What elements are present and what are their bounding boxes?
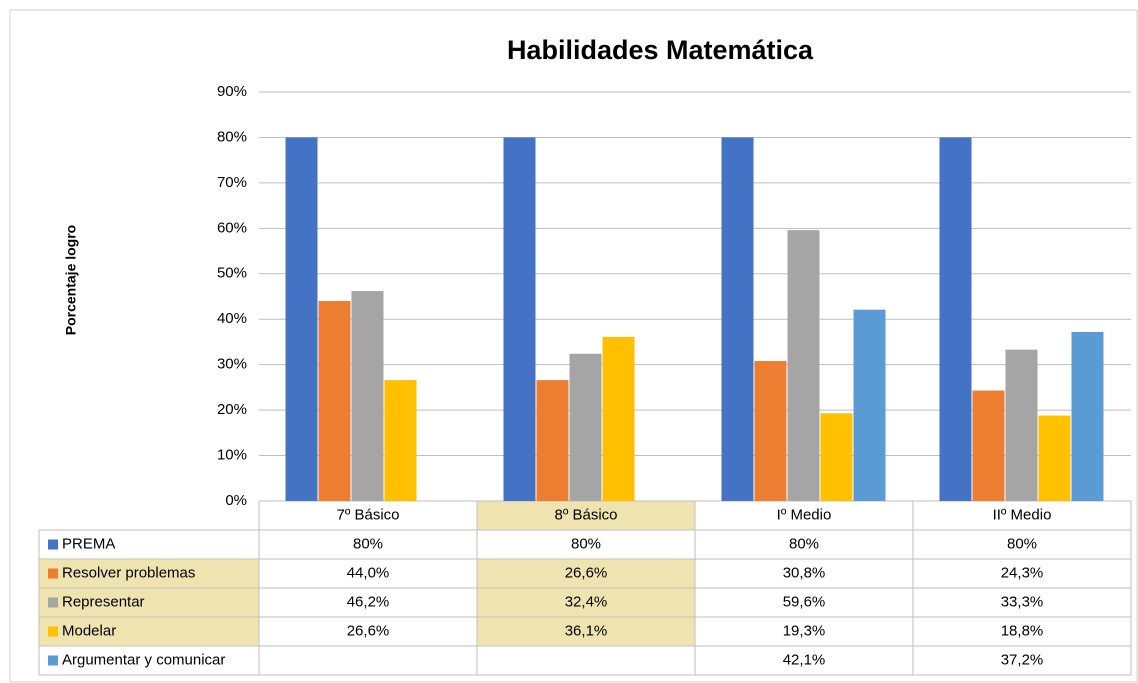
bar xyxy=(351,291,384,501)
value-label: 24,3% xyxy=(1001,564,1044,581)
category-label: IIº Medio xyxy=(993,506,1052,523)
bar xyxy=(384,380,417,501)
highlight-cell xyxy=(39,559,259,588)
highlight-cell xyxy=(477,501,695,530)
value-label: 44,0% xyxy=(347,564,390,581)
chart-frame xyxy=(9,9,1138,683)
legend-swatch xyxy=(48,655,58,666)
highlight-cell xyxy=(477,617,695,646)
value-label: 30,8% xyxy=(783,564,826,581)
category-label: 7º Básico xyxy=(336,506,399,523)
value-label: 46,2% xyxy=(347,593,390,610)
value-label: 80% xyxy=(353,535,383,552)
legend-swatch xyxy=(48,626,58,637)
bar xyxy=(939,137,972,501)
value-label: 26,6% xyxy=(347,622,390,639)
y-tick-label: 40% xyxy=(217,310,247,327)
bar xyxy=(602,336,635,501)
y-tick-label: 90% xyxy=(217,83,247,100)
y-tick-label: 80% xyxy=(217,128,247,145)
value-label: 59,6% xyxy=(783,593,826,610)
bar xyxy=(972,390,1005,501)
chart-title: Habilidades Matemática xyxy=(507,35,814,65)
value-label: 18,8% xyxy=(1001,622,1044,639)
bar xyxy=(820,413,853,501)
y-tick-label: 10% xyxy=(217,447,247,464)
value-label: 80% xyxy=(789,535,819,552)
value-label: 19,3% xyxy=(783,622,826,639)
bar xyxy=(754,361,787,501)
legend-swatch xyxy=(48,568,58,579)
bar xyxy=(1038,415,1071,501)
y-tick-label: 0% xyxy=(225,492,247,509)
category-label: 8º Básico xyxy=(554,506,617,523)
bar xyxy=(1071,331,1104,501)
y-tick-label: 50% xyxy=(217,265,247,282)
highlight-cell xyxy=(39,588,259,617)
value-label: 42,1% xyxy=(783,651,826,668)
value-label: 37,2% xyxy=(1001,651,1044,668)
value-label: 32,4% xyxy=(565,593,608,610)
bar xyxy=(787,230,820,501)
bar xyxy=(318,301,351,501)
legend-label: Argumentar y comunicar xyxy=(62,651,225,668)
value-label: 80% xyxy=(1007,535,1037,552)
value-label: 36,1% xyxy=(565,622,608,639)
bar xyxy=(569,353,602,501)
bar xyxy=(536,380,569,501)
value-label: 80% xyxy=(571,535,601,552)
legend-label: Modelar xyxy=(62,622,116,639)
legend-swatch xyxy=(48,597,58,608)
y-tick-label: 60% xyxy=(217,219,247,236)
bar xyxy=(721,137,754,501)
legend-label: PREMA xyxy=(62,535,115,552)
y-tick-label: 70% xyxy=(217,174,247,191)
bar xyxy=(1005,349,1038,501)
highlight-cell xyxy=(477,559,695,588)
bar xyxy=(853,309,886,501)
highlight-cell xyxy=(39,617,259,646)
value-label: 26,6% xyxy=(565,564,608,581)
legend-label: Resolver problemas xyxy=(62,564,195,581)
category-label: Iº Medio xyxy=(777,506,832,523)
legend-label: Representar xyxy=(62,593,145,610)
y-tick-label: 20% xyxy=(217,401,247,418)
bar xyxy=(285,137,318,501)
bar xyxy=(503,137,536,501)
highlight-cell xyxy=(477,588,695,617)
y-tick-label: 30% xyxy=(217,356,247,373)
value-label: 33,3% xyxy=(1001,593,1044,610)
legend-swatch xyxy=(48,539,58,550)
y-axis-label: Porcentaje logro xyxy=(63,225,79,335)
